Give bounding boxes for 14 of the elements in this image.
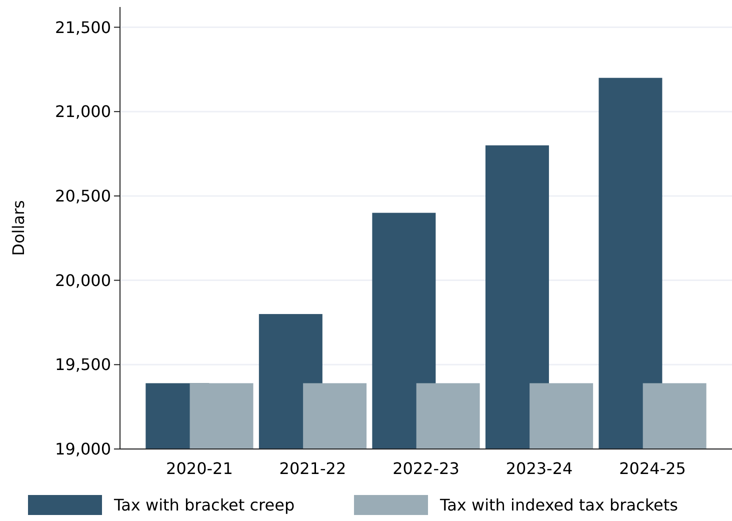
- y-tick-label: 20,000: [55, 270, 111, 290]
- y-tick-label: 20,500: [55, 186, 111, 206]
- y-tick-label: 19,500: [55, 355, 111, 374]
- x-tick-label: 2022-23: [392, 459, 460, 478]
- y-tick-label: 21,500: [55, 18, 111, 37]
- y-tick-label: 21,000: [55, 102, 111, 122]
- x-tick-label: 2021-22: [279, 459, 346, 478]
- legend-label: Tax with indexed tax brackets: [439, 496, 678, 515]
- x-tick-label: 2023-24: [506, 459, 573, 478]
- x-tick-label: 2024-25: [619, 459, 686, 478]
- y-axis-title: Dollars: [9, 200, 28, 256]
- legend-label: Tax with bracket creep: [113, 496, 295, 515]
- y-tick-label: 19,000: [55, 440, 111, 459]
- x-tick-label: 2020-21: [166, 459, 233, 478]
